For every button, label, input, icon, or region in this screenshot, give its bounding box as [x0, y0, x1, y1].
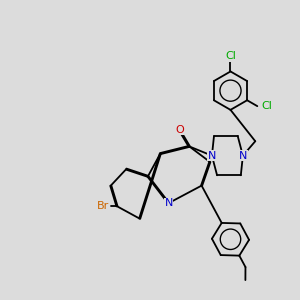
Text: N: N — [164, 198, 173, 208]
Text: Cl: Cl — [261, 101, 272, 111]
Text: N: N — [239, 151, 248, 161]
Text: O: O — [176, 125, 184, 135]
Text: Br: Br — [97, 201, 109, 211]
Text: Cl: Cl — [225, 51, 236, 61]
Text: N: N — [208, 151, 216, 161]
